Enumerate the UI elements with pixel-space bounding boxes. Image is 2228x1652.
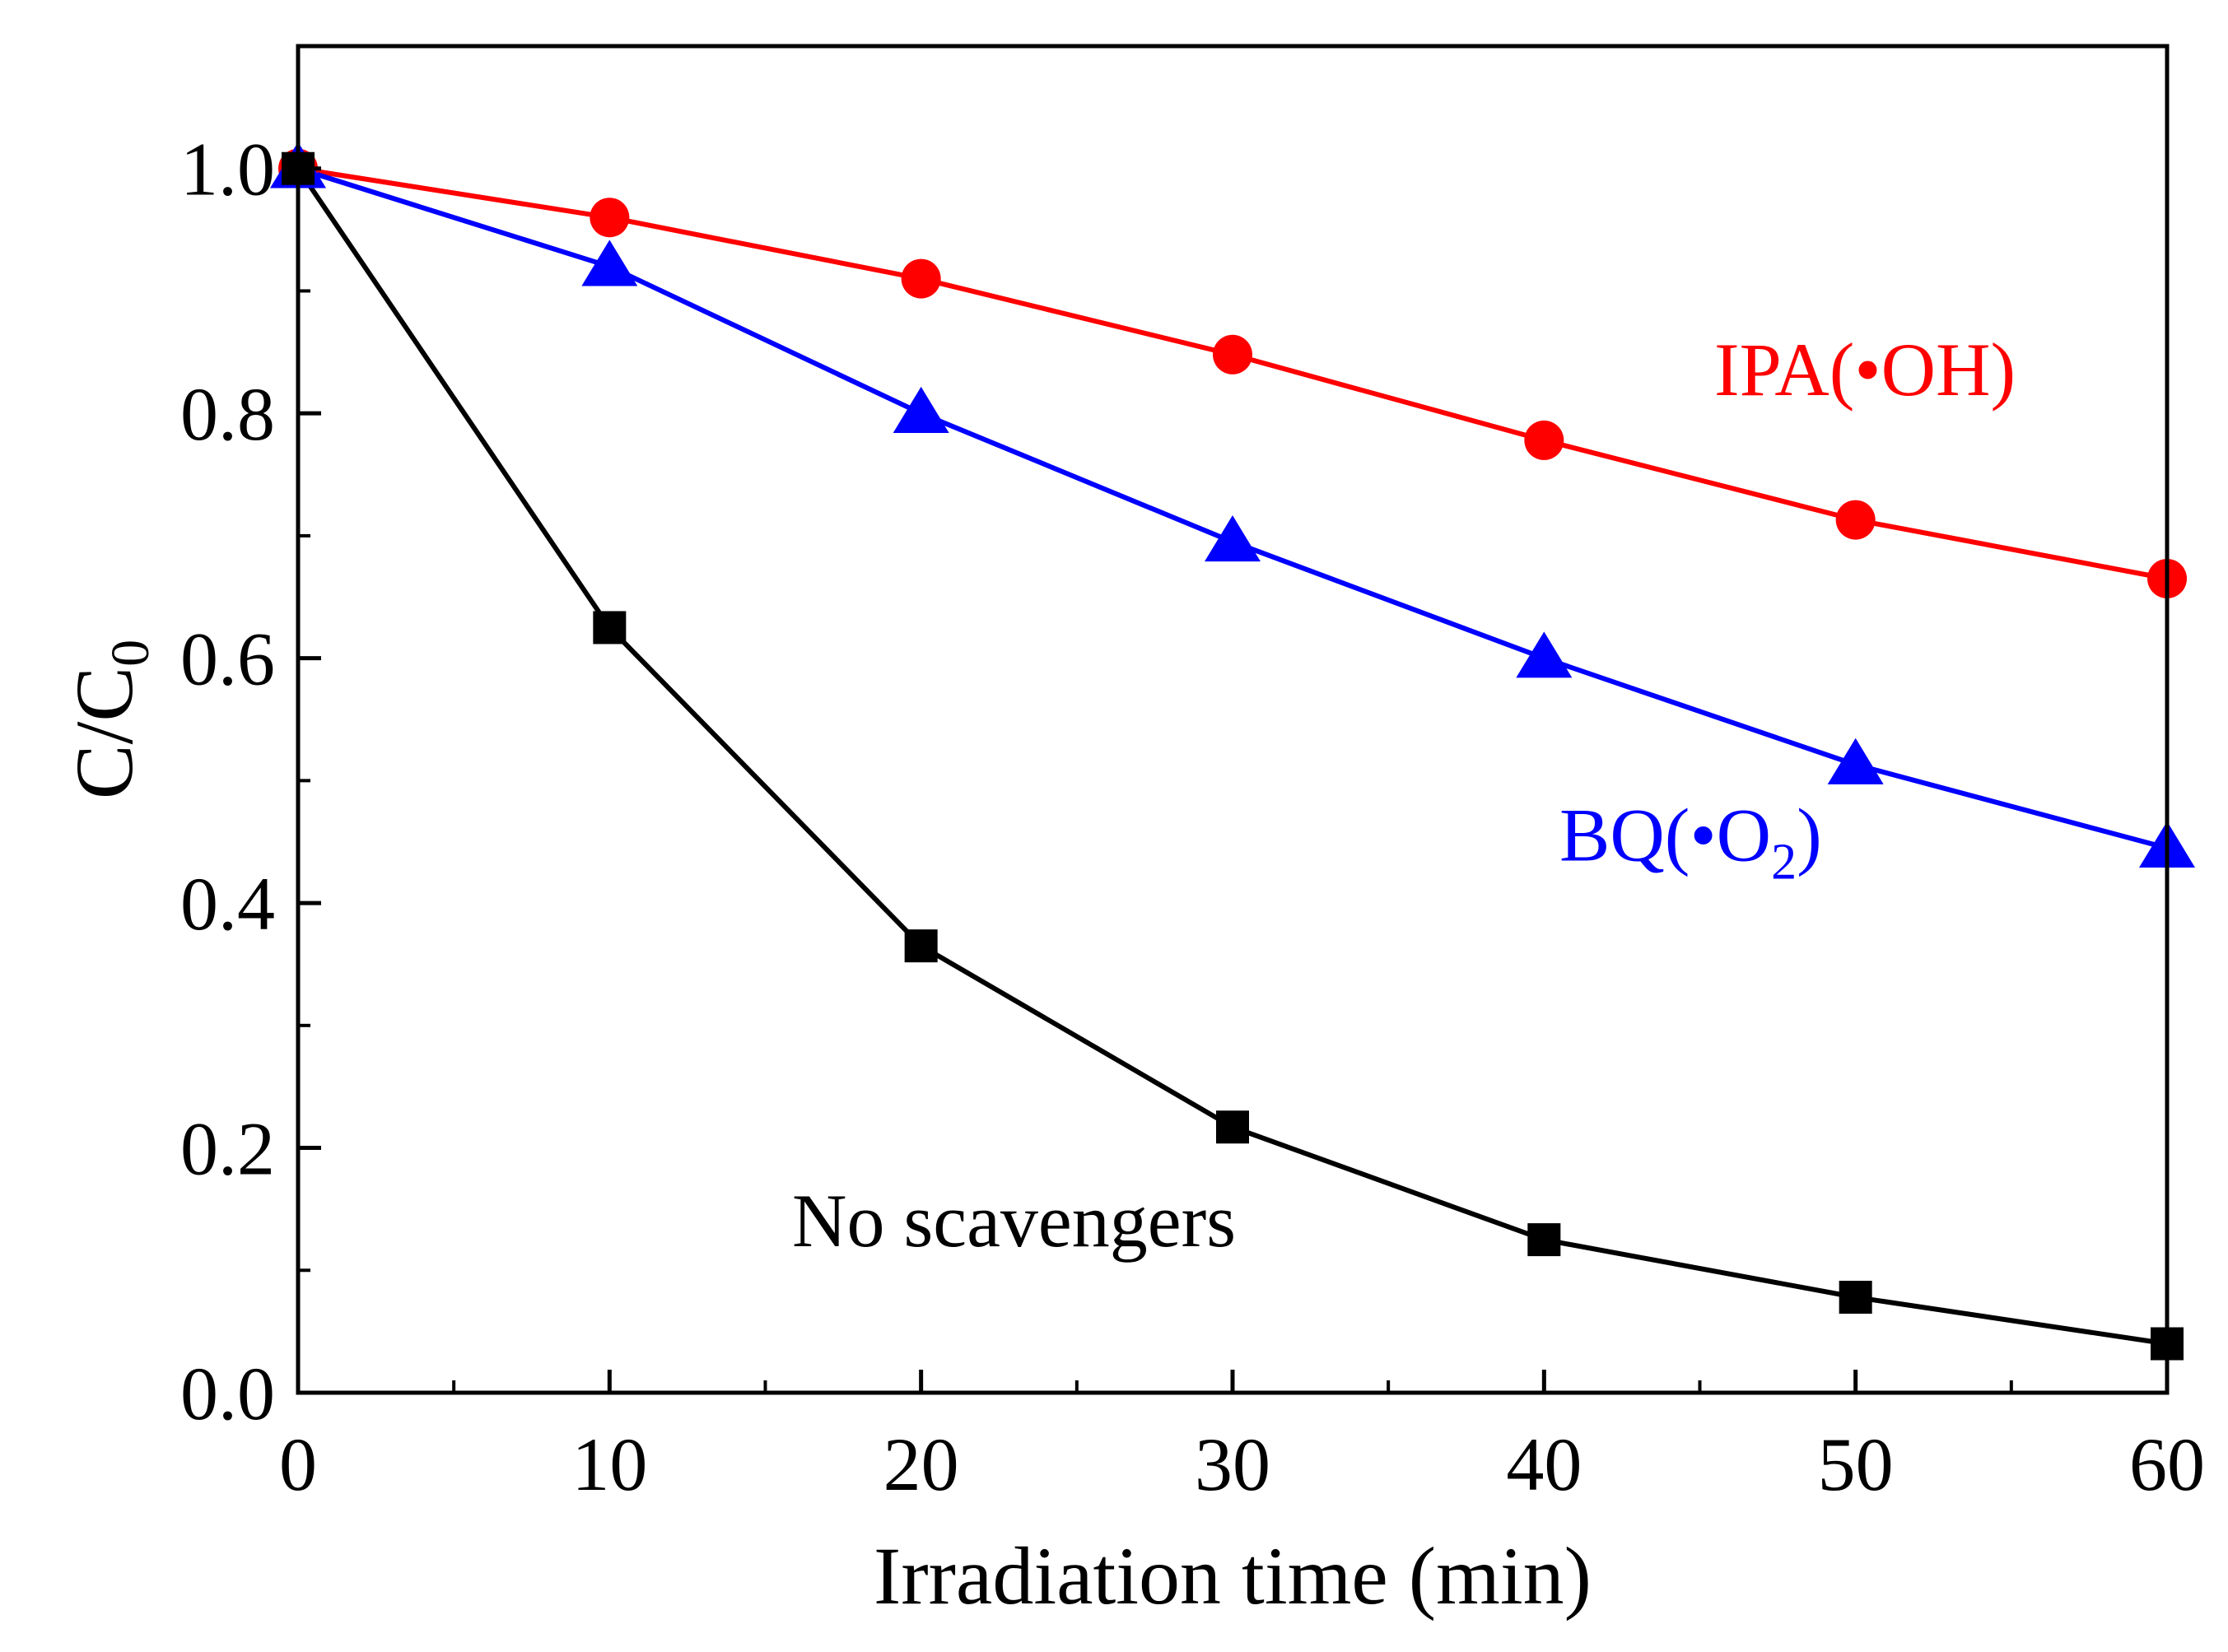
y-tick-label: 0.0 (180, 1352, 275, 1436)
data-point-triangle (1205, 515, 1261, 562)
x-tick-label: 10 (571, 1422, 647, 1506)
y-tick-label: 0.4 (180, 862, 275, 946)
data-point-triangle (1516, 631, 1573, 678)
series-label-bq: BQ(•O2) (1559, 793, 1822, 890)
data-point-triangle (581, 240, 638, 286)
y-tick-label: 0.2 (180, 1107, 275, 1191)
data-point-circle (1524, 420, 1564, 460)
series-label-no-scavengers: No scavengers (792, 1179, 1236, 1263)
y-axis-title-subscript: 0 (100, 640, 161, 667)
x-tick-label: 50 (1818, 1422, 1894, 1506)
series-label-bq-main: BQ(•O (1559, 793, 1771, 877)
x-tick-label: 0 (279, 1422, 317, 1506)
series-label-ipa: IPA(•OH) (1714, 328, 2016, 412)
x-axis-title: Irradiation time (min) (874, 1530, 1592, 1622)
x-tick-label: 60 (2129, 1422, 2205, 1506)
data-point-triangle (1827, 738, 1884, 784)
data-point-square (904, 929, 938, 963)
data-point-circle (1213, 334, 1252, 375)
data-point-triangle (893, 386, 949, 433)
series-line-1 (297, 165, 2168, 851)
series-label-bq-tail: ) (1797, 793, 1822, 877)
data-point-circle (901, 258, 941, 299)
data-point-square (1527, 1223, 1561, 1257)
series-label-bq-subscript: 2 (1771, 834, 1797, 890)
x-tick-label: 30 (1195, 1422, 1270, 1506)
y-axis-title: C/C0 (58, 640, 161, 799)
y-tick-label: 0.8 (180, 372, 275, 456)
y-tick-label: 0.6 (180, 617, 275, 701)
y-axis-title-main: C/C (58, 667, 150, 799)
data-point-circle (590, 198, 630, 238)
data-point-circle (1835, 500, 1876, 540)
data-point-square (1216, 1110, 1249, 1144)
data-point-square (593, 611, 627, 645)
x-tick-label: 40 (1506, 1422, 1582, 1506)
y-tick-label: 1.0 (180, 128, 275, 212)
data-point-square (1839, 1280, 1872, 1314)
x-tick-label: 20 (883, 1422, 959, 1506)
